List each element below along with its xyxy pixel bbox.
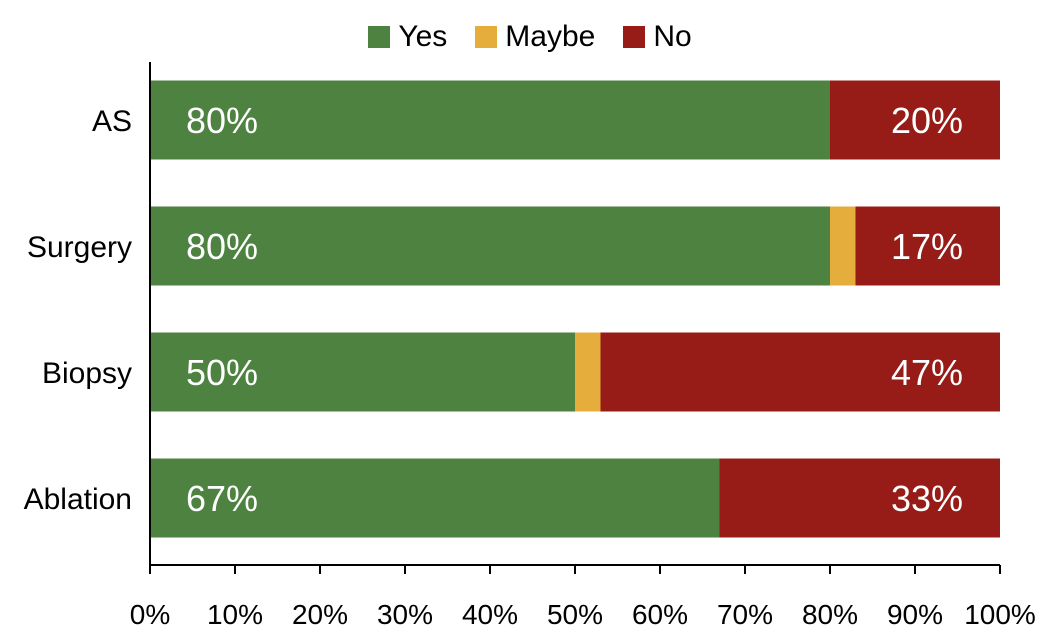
x-tick-label-8: 80% [802, 599, 858, 630]
data-label-yes-biopsy: 50% [186, 352, 258, 393]
data-label-yes-surgery: 80% [186, 226, 258, 267]
bar-no-surgery [855, 206, 1000, 286]
bar-no-as [830, 80, 1000, 160]
category-label-surgery: Surgery [27, 231, 132, 264]
bar-yes-ablation [150, 458, 720, 538]
legend-label-no: No [653, 20, 692, 53]
bar-maybe-surgery [830, 206, 856, 286]
legend-label-yes: Yes [398, 20, 448, 53]
legend-item-maybe: Maybe [475, 20, 595, 54]
legend-label-maybe: Maybe [505, 20, 596, 53]
category-label-as: AS [92, 105, 132, 138]
x-tick-label-9: 90% [887, 599, 943, 630]
data-label-no-as: 20% [891, 100, 963, 141]
data-label-yes-as: 80% [186, 100, 258, 141]
bar-no-ablation [719, 458, 1000, 538]
x-tick-label-1: 10% [207, 599, 263, 630]
data-label-no-biopsy: 47% [891, 352, 963, 393]
x-tick-label-7: 70% [717, 599, 773, 630]
category-label-ablation: Ablation [24, 483, 132, 516]
bar-maybe-biopsy [575, 332, 601, 412]
data-label-yes-ablation: 67% [186, 478, 258, 519]
bar-yes-surgery [150, 206, 830, 286]
bar-no-biopsy [600, 332, 1000, 412]
data-label-no-surgery: 17% [891, 226, 963, 267]
x-tick-label-10: 100% [964, 599, 1036, 630]
legend-swatch-no [623, 26, 646, 48]
legend-swatch-maybe [475, 26, 498, 48]
bar-yes-biopsy [150, 332, 575, 412]
x-tick-label-5: 50% [547, 599, 603, 630]
x-tick-label-2: 20% [292, 599, 348, 630]
x-tick-label-6: 60% [632, 599, 688, 630]
x-tick-label-0: 0% [130, 599, 170, 630]
legend-item-no: No [623, 20, 692, 54]
legend-swatch-yes [368, 26, 391, 48]
x-tick-label-4: 40% [462, 599, 518, 630]
category-label-biopsy: Biopsy [42, 357, 132, 390]
x-tick-label-3: 30% [377, 599, 433, 630]
bar-yes-as [150, 80, 830, 160]
data-label-no-ablation: 33% [891, 478, 963, 519]
legend: Yes Maybe No [0, 20, 1060, 54]
legend-item-yes: Yes [368, 20, 447, 54]
